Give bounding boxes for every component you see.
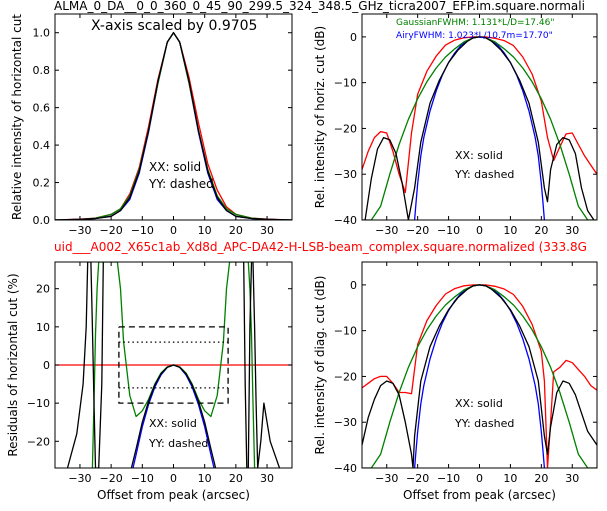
- x-tick-label: 10: [198, 224, 212, 237]
- y-tick-label: 0.8: [33, 64, 51, 77]
- series-line-black-3: [55, 32, 292, 220]
- x-tick-label: −10: [131, 472, 154, 485]
- y-tick-label: −20: [334, 370, 357, 383]
- y-axis-label: Residuals of horizontal cut (%): [6, 273, 20, 456]
- series-line-red-0: [362, 284, 597, 468]
- y-tick-label: −20: [27, 435, 50, 448]
- y-tick-label: −10: [334, 325, 357, 338]
- y-tick-label: 0: [350, 279, 357, 292]
- x-tick-label: 20: [229, 472, 243, 485]
- series-line-blue-1: [413, 284, 546, 468]
- x-tick-label: 30: [565, 224, 579, 237]
- x-tick-label: 20: [534, 472, 548, 485]
- annotation-text: AiryFWHM: 1.023*L/10.7m=17.70": [396, 31, 553, 41]
- annotation-text: XX: solid: [149, 417, 197, 430]
- chart-panel-horizontal_cut: −30 −20 −10 0 10 20 30 0.0 0.2 0.4 0.6 0.8 1.0 Relati…: [10, 13, 293, 237]
- y-tick-label: −20: [334, 122, 357, 135]
- annotation-text: YY: dashed: [148, 177, 214, 191]
- y-tick-label: −40: [334, 462, 357, 475]
- x-tick-label: −30: [375, 224, 398, 237]
- y-tick-label: 0: [43, 359, 50, 372]
- chart-panels: −30 −20 −10 0 10 20 30 0.0 0.2 0.4 0.6 0.8 1.0 Relati…: [6, 13, 598, 502]
- y-tick-label: 1.0: [33, 27, 51, 40]
- y-tick-label: 10: [36, 321, 50, 334]
- x-tick-label: 20: [229, 224, 243, 237]
- y-tick-label: 0.2: [33, 177, 51, 190]
- annotation-text: XX: solid: [455, 397, 503, 410]
- annotation-text: GaussianFWHM: 1.131*L/D=17.46": [396, 18, 554, 28]
- x-tick-label: 0: [170, 472, 177, 485]
- x-tick-label: 10: [503, 472, 517, 485]
- series-line-black-3: [362, 284, 597, 468]
- y-axis-label: Rel. intensity of horiz. cut (dB): [313, 26, 327, 208]
- annotation-text: XX: solid: [455, 149, 503, 162]
- x-tick-label: 20: [534, 224, 548, 237]
- y-tick-label: 0.4: [33, 139, 51, 152]
- x-tick-label: 10: [198, 472, 212, 485]
- x-tick-label: 0: [476, 472, 483, 485]
- x-tick-label: 10: [503, 224, 517, 237]
- x-tick-label: −20: [100, 472, 123, 485]
- plot-area: [55, 262, 292, 468]
- annotation-text: YY: dashed: [454, 168, 514, 181]
- series-line-black-4: [130, 364, 217, 468]
- series-line-black-3: [66, 262, 104, 468]
- plot-area: [362, 284, 597, 468]
- figure-top-title: ALMA_0_DA__0_0_360_0_45_90_299.5_324_348…: [54, 0, 585, 13]
- series-line-red-0: [55, 32, 292, 220]
- y-tick-label: 0.0: [33, 214, 51, 227]
- x-tick-label: −20: [406, 472, 429, 485]
- series-line-blue-1: [413, 36, 546, 220]
- y-tick-label: 0: [350, 31, 357, 44]
- x-tick-label: −10: [437, 224, 460, 237]
- annotation-text: X-axis scaled by 0.9705: [91, 18, 257, 34]
- y-tick-label: −10: [334, 77, 357, 90]
- x-tick-label: −10: [437, 472, 460, 485]
- annotation-text: XX: solid: [149, 160, 201, 174]
- chart-panel-residuals: −30 −20 −10 0 10 20 30 −20 −10 0 10 20 Offset from p…: [6, 261, 293, 502]
- series-line-blue-1: [55, 32, 292, 220]
- chart-panel-diagonal_cut_db: −30 −20 −10 0 10 20 30 −40 −30 −20 −10 0 Offset from…: [313, 261, 598, 502]
- x-axis-label: Offset from peak (arcsec): [403, 488, 556, 502]
- y-tick-label: −30: [334, 416, 357, 429]
- plot-area: [55, 32, 292, 220]
- y-axis-label: Rel. intensity of diag. cut (dB): [313, 276, 327, 455]
- series-line-green-2: [362, 284, 597, 468]
- x-tick-label: −30: [68, 472, 91, 485]
- y-tick-label: −30: [334, 168, 357, 181]
- plot-area: [362, 36, 597, 220]
- x-tick-label: 30: [260, 472, 274, 485]
- x-tick-label: −10: [131, 224, 154, 237]
- x-tick-label: −30: [68, 224, 91, 237]
- y-tick-label: −10: [27, 397, 50, 410]
- chart-panel-horizontal_cut_db: −30 −20 −10 0 10 20 30 −40 −30 −20 −10 0 Rel. intens…: [313, 13, 598, 237]
- x-axis-label: Offset from peak (arcsec): [97, 488, 250, 502]
- x-tick-label: −30: [375, 472, 398, 485]
- x-tick-label: 30: [260, 224, 274, 237]
- series-line-black-5: [243, 262, 281, 468]
- y-tick-label: 20: [36, 283, 50, 296]
- y-axis-label: Relative intensity of horizontal cut: [10, 14, 24, 220]
- series-line-black-3: [364, 36, 595, 220]
- x-tick-label: 0: [476, 224, 483, 237]
- y-tick-label: 0.6: [33, 102, 51, 115]
- series-line-green-2: [55, 32, 292, 220]
- series-line-green-2: [362, 36, 597, 220]
- axes-frame: [361, 13, 598, 221]
- x-tick-label: 30: [565, 472, 579, 485]
- annotation-text: YY: dashed: [148, 437, 208, 450]
- x-tick-label: −20: [406, 224, 429, 237]
- y-tick-label: −40: [334, 214, 357, 227]
- x-tick-label: 0: [170, 224, 177, 237]
- figure-mid-title: uid___A002_X65c1ab_Xd8d_APC-DA42-H-LSB-b…: [54, 240, 587, 254]
- annotation-text: YY: dashed: [454, 417, 514, 430]
- x-tick-label: −20: [100, 224, 123, 237]
- series-line-black-6: [118, 326, 229, 404]
